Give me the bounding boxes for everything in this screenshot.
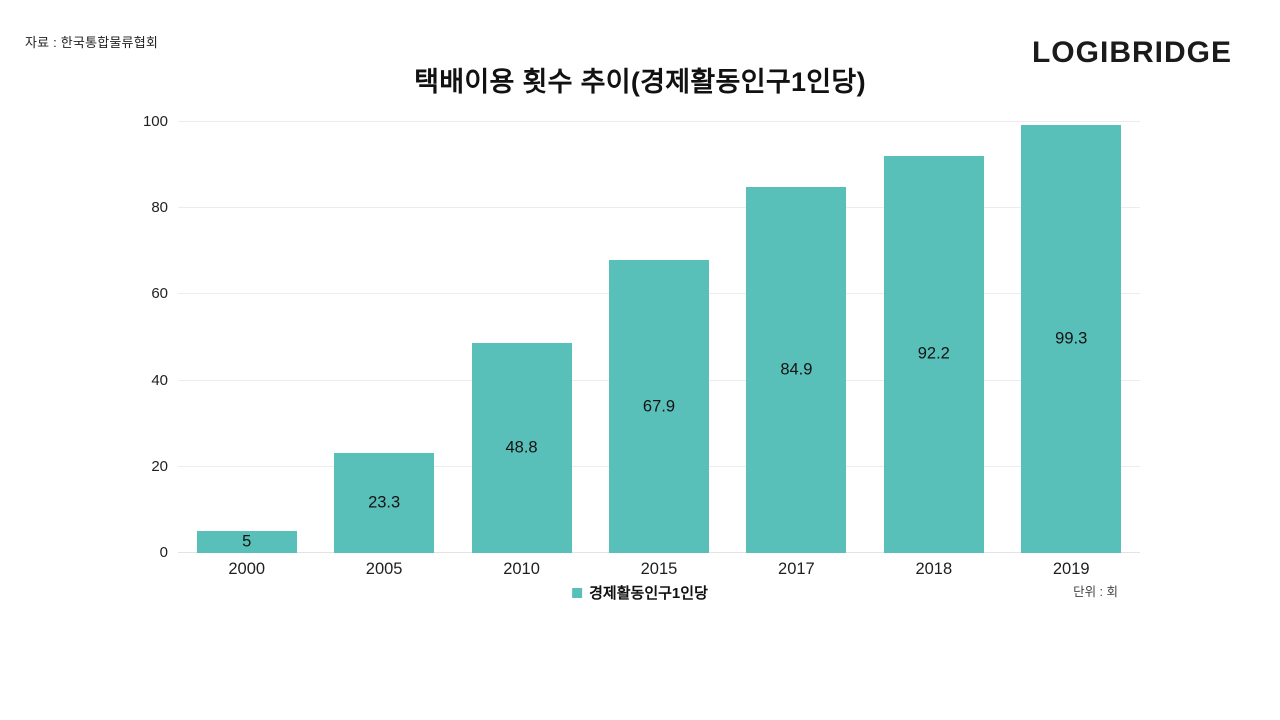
bar-chart: 0 20 40 60 80 100 5 23.3 48.8 67.9 84.9 92.2 99.3 2… xyxy=(143,113,1140,578)
unit-note: 단위 : 회 xyxy=(1073,585,1118,599)
y-tick-label-60: 60 xyxy=(151,285,168,303)
bar-slot-2019: 99.3 xyxy=(1003,122,1140,553)
bar-value-label: 23.3 xyxy=(368,493,401,512)
x-tick-label-2005: 2005 xyxy=(365,560,403,578)
chart-title: 택배이용 횟수 추이(경제활동인구1인당) xyxy=(414,67,866,97)
bar-2017: 84.9 xyxy=(746,187,847,553)
y-tick-label-40: 40 xyxy=(151,371,168,389)
y-tick-label-20: 20 xyxy=(151,457,168,475)
x-tick-label-2017: 2017 xyxy=(778,560,815,578)
gridline-80 xyxy=(178,207,1140,209)
bar-value-label: 99.3 xyxy=(1055,329,1088,348)
bar-2010: 48.8 xyxy=(471,342,572,553)
x-tick-label-2018: 2018 xyxy=(915,560,953,578)
bar-slot-2000: 5 xyxy=(178,122,315,553)
bar-slot-2010: 48.8 xyxy=(453,122,590,553)
bar-value-label: 84.9 xyxy=(780,360,813,379)
source-note: 자료 : 한국통합물류협회 xyxy=(25,35,159,50)
bar-value-label: 92.2 xyxy=(917,344,950,363)
legend: 경제활동인구1인당 xyxy=(572,582,708,603)
bar-2018: 92.2 xyxy=(883,155,984,553)
legend-label: 경제활동인구1인당 xyxy=(589,585,708,602)
gridline-100 xyxy=(178,121,1140,122)
bar-slot-2015: 67.9 xyxy=(590,122,727,553)
x-tick-label-2000: 2000 xyxy=(228,560,266,578)
y-tick-label-100: 100 xyxy=(142,113,168,130)
bar-value-label: 48.8 xyxy=(505,438,538,457)
y-tick-label-80: 80 xyxy=(151,199,168,217)
bars-area: 5 23.3 48.8 67.9 84.9 92.2 99.3 xyxy=(178,122,1140,553)
x-tick-label-2010: 2010 xyxy=(503,560,540,578)
legend-swatch xyxy=(572,587,583,598)
bar-2019: 99.3 xyxy=(1021,125,1122,553)
bar-2015: 67.9 xyxy=(608,260,709,553)
x-tick-label-2015: 2015 xyxy=(640,560,678,578)
bar-value-label: 5 xyxy=(242,532,252,551)
bar-slot-2017: 84.9 xyxy=(728,122,865,553)
logo-text: LOGIBRIDGE xyxy=(1031,36,1232,69)
x-axis-labels: 2000 2005 2010 2015 2017 2018 2019 xyxy=(178,553,1140,579)
bar-2000: 5 xyxy=(196,531,297,553)
bar-2005: 23.3 xyxy=(334,452,435,553)
bar-value-label: 67.9 xyxy=(642,397,676,416)
bar-slot-2018: 92.2 xyxy=(865,122,1002,553)
bar-slot-2005: 23.3 xyxy=(315,122,452,553)
y-tick-label-0: 0 xyxy=(159,544,168,561)
x-tick-label-2019: 2019 xyxy=(1052,560,1090,578)
